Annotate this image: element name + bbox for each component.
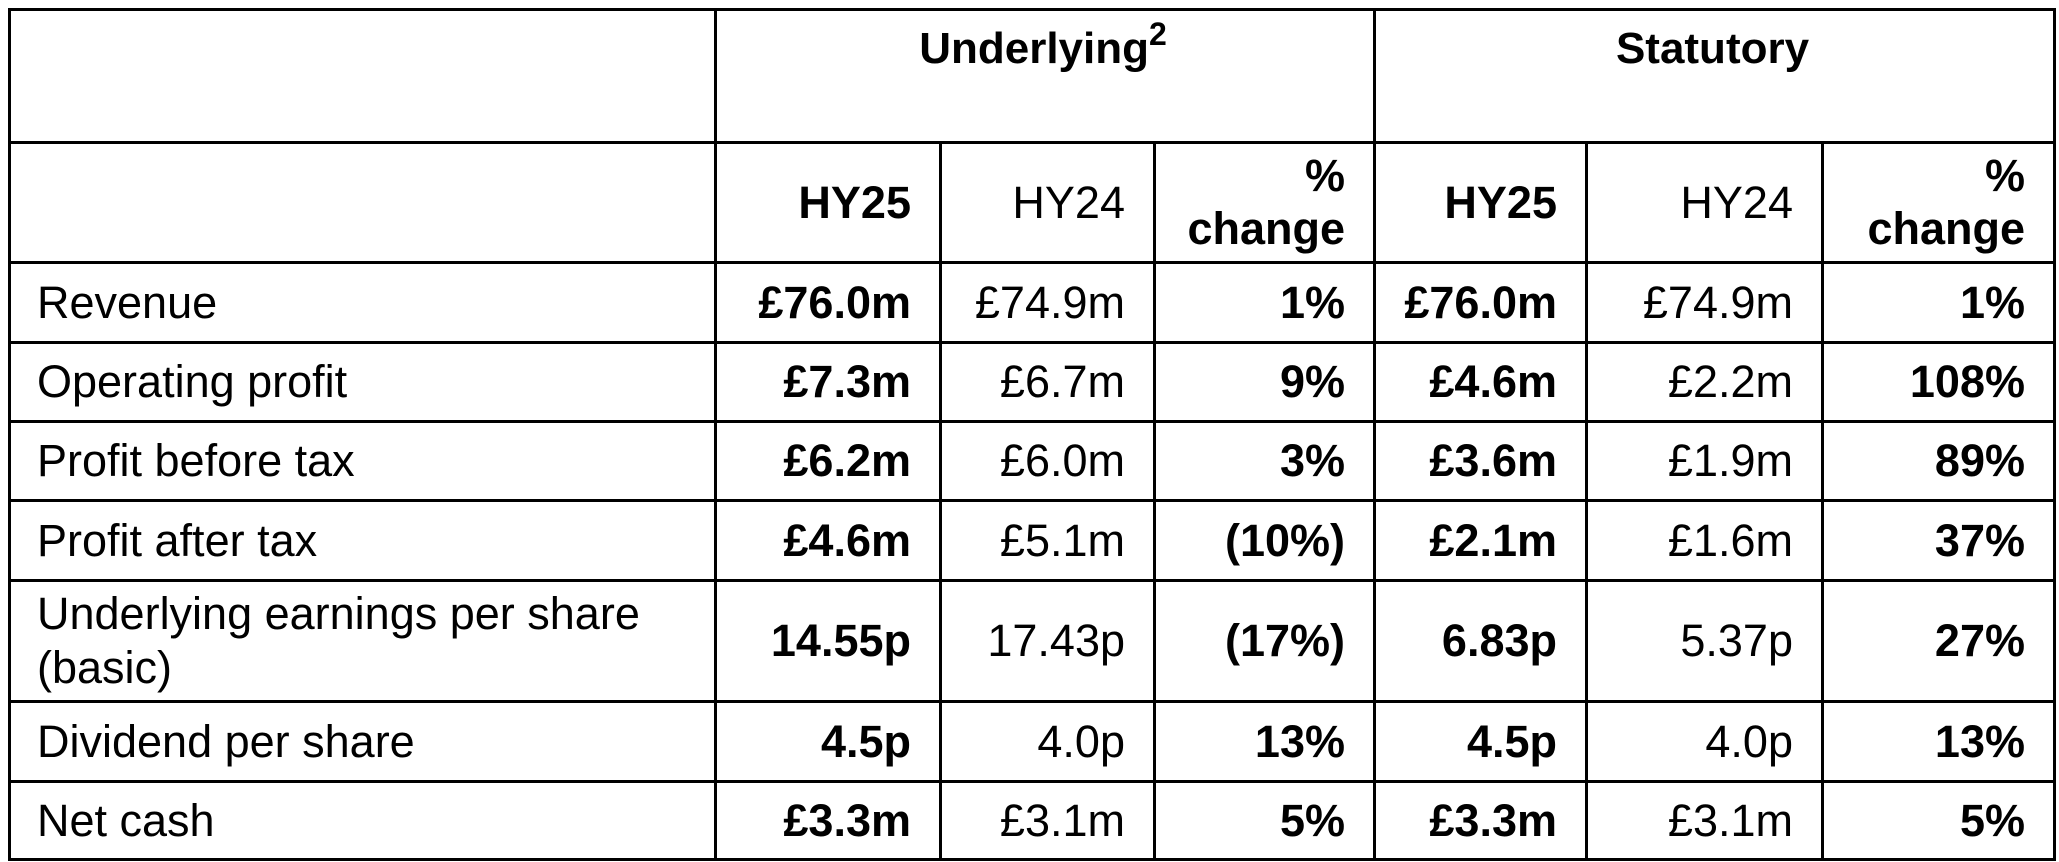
statutory-pct-change-value: 1% (1821, 261, 2056, 344)
underlying-group-header: Underlying2 (714, 8, 1376, 144)
underlying-pct-change-value: 9% (1153, 341, 1376, 423)
empty-label-header-cell (8, 141, 717, 264)
statutory-hy24-value: 5.37p (1585, 579, 1824, 703)
group-header-row: Underlying2 Statutory (8, 8, 2056, 144)
row-label: Dividend per share (8, 700, 717, 783)
statutory-pct-change-header: % change (1821, 141, 2056, 264)
table-row: Dividend per share 4.5p 4.0p 13% 4.5p 4.… (8, 700, 2056, 783)
underlying-hy25-value: £76.0m (714, 261, 942, 344)
financial-results-table: Underlying2 Statutory HY25 HY24 % change … (8, 8, 2056, 861)
statutory-hy24-value: £1.9m (1585, 420, 1824, 502)
statutory-hy24-value: 4.0p (1585, 700, 1824, 783)
statutory-hy24-value: £74.9m (1585, 261, 1824, 344)
column-header-row: HY25 HY24 % change HY25 HY24 % change (8, 141, 2056, 264)
underlying-hy25-value: £3.3m (714, 780, 942, 861)
statutory-hy24-value: £2.2m (1585, 341, 1824, 423)
row-label: Revenue (8, 261, 717, 344)
underlying-pct-change-value: 3% (1153, 420, 1376, 502)
underlying-hy25-value: £6.2m (714, 420, 942, 502)
table-row: Profit after tax £4.6m £5.1m (10%) £2.1m… (8, 499, 2056, 582)
statutory-pct-change-value: 5% (1821, 780, 2056, 861)
row-label: Net cash (8, 780, 717, 861)
underlying-pct-change-value: 1% (1153, 261, 1376, 344)
underlying-hy25-value: 14.55p (714, 579, 942, 703)
statutory-hy25-value: 4.5p (1373, 700, 1588, 783)
table-row: Net cash £3.3m £3.1m 5% £3.3m £3.1m 5% (8, 780, 2056, 861)
statutory-hy25-value: 6.83p (1373, 579, 1588, 703)
underlying-label: Underlying (919, 24, 1149, 73)
statutory-hy25-value: £4.6m (1373, 341, 1588, 423)
underlying-hy24-value: £6.0m (939, 420, 1156, 502)
underlying-pct-change-value: (10%) (1153, 499, 1376, 582)
pct-header-line2: change (1187, 203, 1345, 255)
row-label: Underlying earnings per share (basic) (8, 579, 717, 703)
row-label: Profit before tax (8, 420, 717, 502)
underlying-hy24-value: 4.0p (939, 700, 1156, 783)
underlying-hy24-value: £3.1m (939, 780, 1156, 861)
underlying-hy24-value: £74.9m (939, 261, 1156, 344)
underlying-hy24-header: HY24 (939, 141, 1156, 264)
table-row: Profit before tax £6.2m £6.0m 3% £3.6m £… (8, 420, 2056, 502)
underlying-hy25-value: £7.3m (714, 341, 942, 423)
table-row: Revenue £76.0m £74.9m 1% £76.0m £74.9m 1… (8, 261, 2056, 344)
empty-corner-cell (8, 8, 717, 144)
statutory-pct-change-value: 37% (1821, 499, 2056, 582)
pct-header-line1: % (1984, 149, 2025, 201)
statutory-hy25-value: £76.0m (1373, 261, 1588, 344)
underlying-hy25-value: 4.5p (714, 700, 942, 783)
table-row: Underlying earnings per share (basic) 14… (8, 579, 2056, 703)
underlying-hy25-value: £4.6m (714, 499, 942, 582)
statutory-hy25-header: HY25 (1373, 141, 1588, 264)
statutory-hy25-value: £3.6m (1373, 420, 1588, 502)
underlying-hy25-header: HY25 (714, 141, 942, 264)
underlying-hy24-value: £5.1m (939, 499, 1156, 582)
underlying-pct-change-value: 5% (1153, 780, 1376, 861)
statutory-group-header: Statutory (1373, 8, 2056, 144)
pct-header-line1: % (1304, 149, 1345, 201)
row-label: Profit after tax (8, 499, 717, 582)
underlying-pct-change-value: 13% (1153, 700, 1376, 783)
statutory-hy24-value: £3.1m (1585, 780, 1824, 861)
statutory-hy25-value: £3.3m (1373, 780, 1588, 861)
statutory-hy24-value: £1.6m (1585, 499, 1824, 582)
underlying-hy24-value: 17.43p (939, 579, 1156, 703)
statutory-pct-change-value: 108% (1821, 341, 2056, 423)
statutory-label: Statutory (1615, 24, 1810, 73)
underlying-pct-change-value: (17%) (1153, 579, 1376, 703)
underlying-footnote-marker: 2 (1149, 16, 1167, 52)
underlying-pct-change-header: % change (1153, 141, 1376, 264)
statutory-pct-change-value: 27% (1821, 579, 2056, 703)
pct-header-line2: change (1867, 203, 2025, 255)
underlying-hy24-value: £6.7m (939, 341, 1156, 423)
statutory-hy24-header: HY24 (1585, 141, 1824, 264)
row-label: Operating profit (8, 341, 717, 423)
table-row: Operating profit £7.3m £6.7m 9% £4.6m £2… (8, 341, 2056, 423)
statutory-pct-change-value: 89% (1821, 420, 2056, 502)
statutory-pct-change-value: 13% (1821, 700, 2056, 783)
statutory-hy25-value: £2.1m (1373, 499, 1588, 582)
